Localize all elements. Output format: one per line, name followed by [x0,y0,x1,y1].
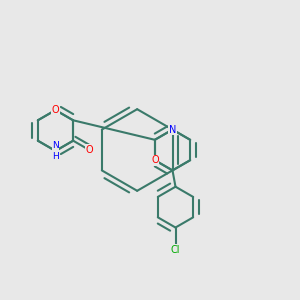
Text: O: O [85,145,93,155]
Text: N
H: N H [52,141,59,160]
Text: N: N [169,124,176,135]
Text: O: O [52,105,59,115]
Text: O: O [151,155,159,165]
Text: Cl: Cl [171,245,180,255]
